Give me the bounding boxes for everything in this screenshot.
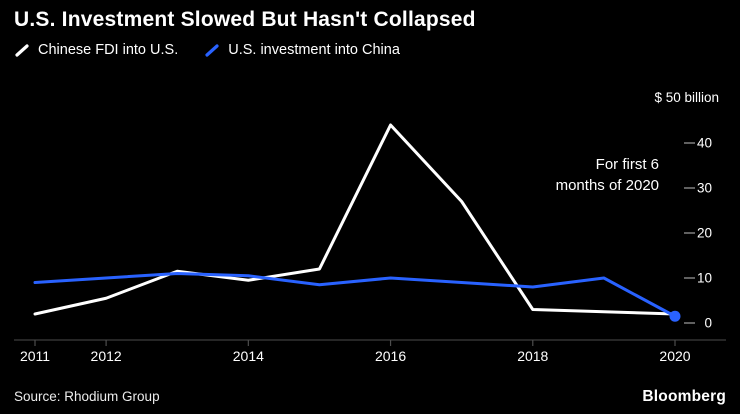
- series-line-chinese-fdi: [33, 123, 677, 316]
- x-tick-label: 2011: [20, 348, 50, 364]
- legend: Chinese FDI into U.S. U.S. investment in…: [14, 42, 400, 58]
- legend-item-us-investment: U.S. investment into China: [204, 42, 400, 58]
- bloomberg-logo: Bloomberg: [642, 388, 726, 405]
- legend-swatch-white-icon: [15, 43, 29, 57]
- chart-title: U.S. Investment Slowed But Hasn't Collap…: [14, 8, 476, 31]
- y-axis-unit-label: $ 50 billion: [654, 90, 719, 105]
- x-tick-label: 2016: [375, 348, 406, 364]
- x-tick-label: 2014: [233, 348, 264, 364]
- legend-label-chinese-fdi: Chinese FDI into U.S.: [38, 42, 179, 58]
- legend-item-chinese-fdi: Chinese FDI into U.S.: [14, 42, 178, 58]
- x-tick-label: 2018: [517, 348, 548, 364]
- y-tick-label: 10: [697, 271, 712, 286]
- y-tick-label: 20: [697, 226, 712, 241]
- y-tick-label: 30: [697, 181, 712, 196]
- series-line-us-investment: [33, 272, 677, 318]
- chart-annotation: For first 6 months of 2020: [555, 156, 659, 194]
- legend-swatch-blue-icon: [205, 43, 219, 57]
- endpoint-dot: [669, 310, 681, 322]
- source-label: Source: Rhodium Group: [14, 389, 160, 404]
- legend-label-us-investment: U.S. investment into China: [228, 42, 400, 58]
- x-tick-label: 2020: [659, 348, 690, 364]
- y-tick-label: 0: [704, 316, 712, 331]
- y-tick-label: 40: [697, 136, 712, 151]
- x-tick-label: 2012: [91, 348, 122, 364]
